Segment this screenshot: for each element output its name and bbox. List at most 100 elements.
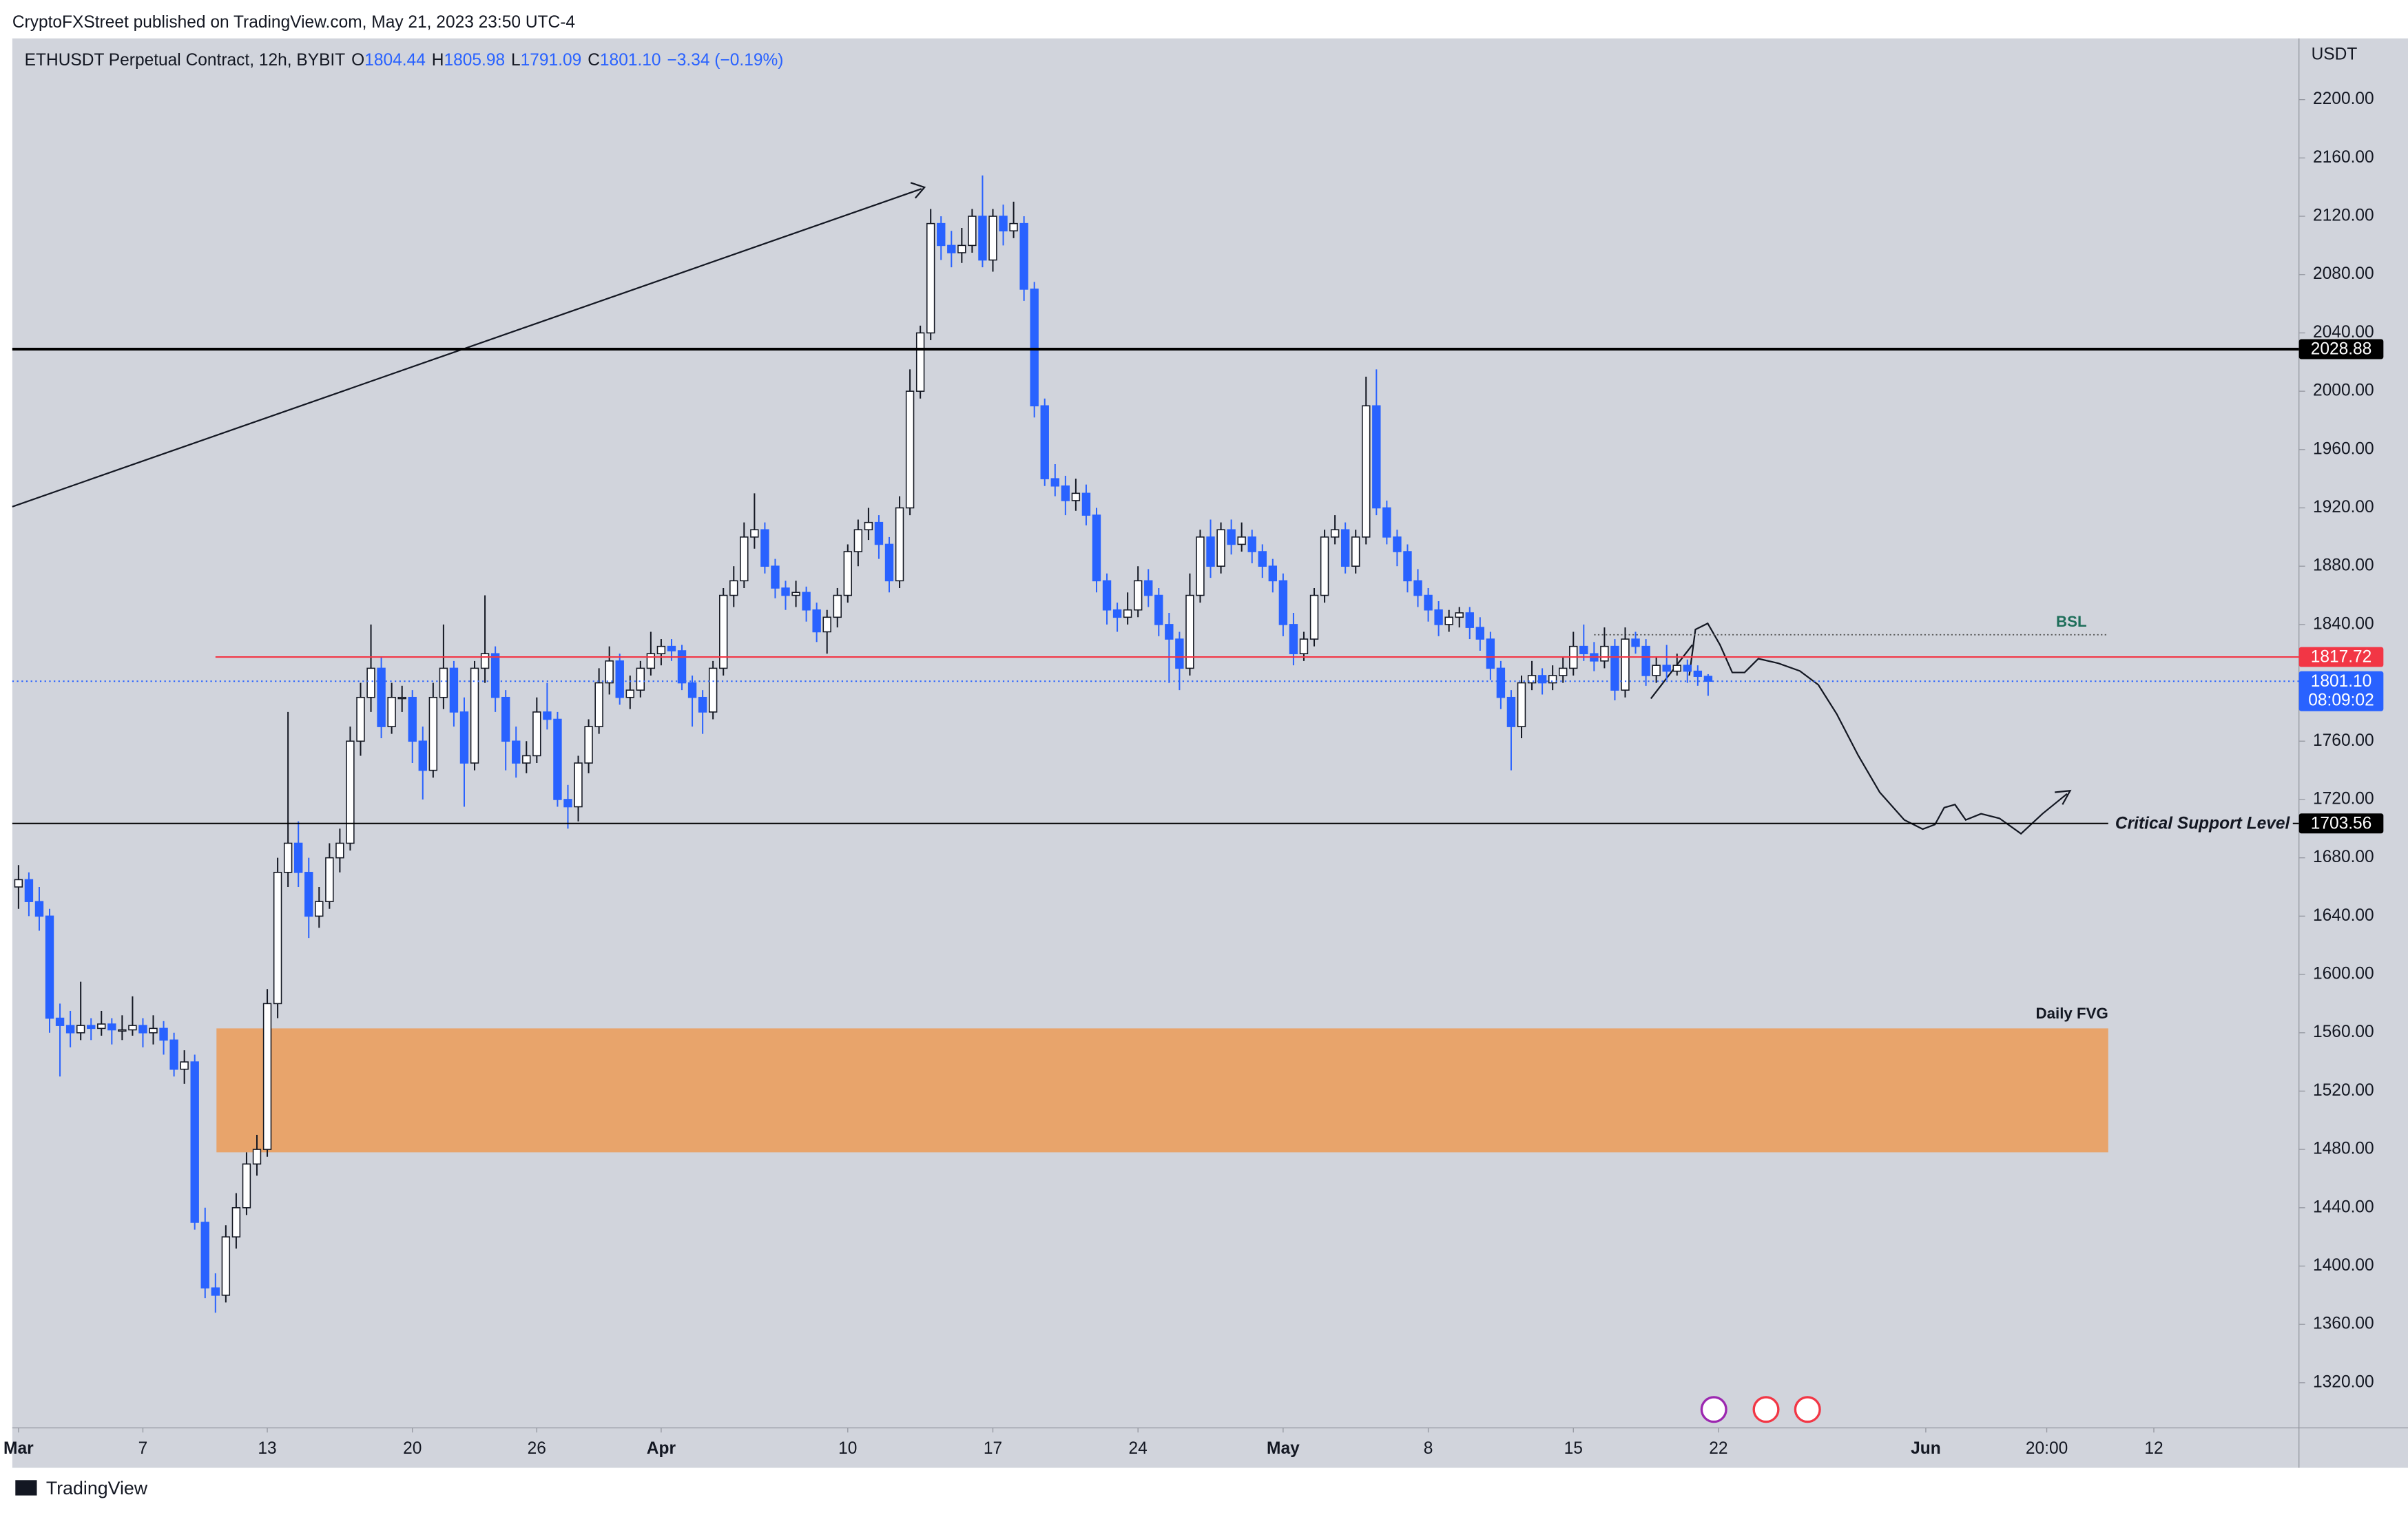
candle-body <box>771 565 780 589</box>
candle-body <box>1506 696 1516 727</box>
candle-body <box>190 1061 199 1223</box>
candle-body <box>1320 536 1329 596</box>
candle-body <box>1009 222 1018 232</box>
candle-body <box>169 1039 178 1070</box>
candle-body <box>1652 665 1661 676</box>
candle-body <box>584 726 593 764</box>
arrow-head <box>910 182 926 199</box>
candle-body <box>428 696 438 771</box>
candle-body <box>1081 492 1091 516</box>
x-tick-label: 8 <box>1424 1439 1433 1458</box>
candle-body <box>687 682 697 698</box>
candle-body <box>750 529 759 538</box>
candle-body <box>853 529 863 552</box>
candle-body <box>822 616 831 633</box>
legend-value: 1801.10 <box>600 52 661 70</box>
legend-change: −3.34 (−0.19%) <box>667 52 783 70</box>
candle-body <box>1434 609 1443 625</box>
candle-body <box>1424 594 1433 611</box>
candle-body <box>574 762 583 808</box>
candle-body <box>180 1061 189 1070</box>
candle-body <box>740 536 749 582</box>
candle-body <box>1092 514 1101 582</box>
y-tick-label: 1360.00 <box>2313 1315 2374 1333</box>
symbol: ETHUSDT Perpetual Contract, 12h, BYBIT <box>25 52 346 70</box>
candle-body <box>501 696 510 742</box>
candle-body <box>1030 289 1039 407</box>
candle-body <box>1372 405 1381 509</box>
x-tick-label: May <box>1267 1439 1300 1458</box>
candle-body <box>14 879 23 888</box>
legend-key: H <box>432 52 444 70</box>
price-tag-label: 1703.56 <box>2311 814 2372 833</box>
arrow-head <box>2055 789 2072 805</box>
y-tick-label: 1640.00 <box>2313 906 2374 925</box>
candle-body <box>397 696 406 700</box>
candle-body <box>1185 594 1194 669</box>
candle-body <box>356 696 365 742</box>
candle-body <box>377 667 386 727</box>
x-tick-label: 26 <box>528 1439 546 1458</box>
candle-body <box>729 580 738 596</box>
candle-body <box>1330 529 1340 538</box>
brand-logo <box>15 1480 37 1496</box>
candle-body <box>418 740 427 771</box>
y-tick-label: 1720.00 <box>2313 789 2374 808</box>
candle-body <box>242 1163 251 1209</box>
candle-body <box>532 711 541 757</box>
candle-body <box>1662 665 1671 672</box>
candle-body <box>1102 580 1112 611</box>
event-icon[interactable] <box>1752 1396 1780 1423</box>
y-tick-label: 2080.00 <box>2313 264 2374 283</box>
candle-body <box>346 740 355 844</box>
candle-body <box>1154 594 1163 625</box>
candle-body <box>1258 551 1267 567</box>
candle-body <box>24 879 34 902</box>
y-tick-label: 2200.00 <box>2313 90 2374 108</box>
candle-body <box>522 755 531 764</box>
y-tick-label: 1760.00 <box>2313 731 2374 750</box>
candle-body <box>884 543 894 582</box>
candle-body <box>1527 675 1537 684</box>
candle-body <box>988 216 997 261</box>
candle-body <box>1351 536 1360 567</box>
candle-body <box>1465 612 1474 628</box>
candle-body <box>781 587 790 596</box>
plot-area <box>12 38 2299 1428</box>
candle-body <box>1309 594 1319 640</box>
candle-body <box>719 594 728 669</box>
candle-body <box>656 645 666 655</box>
candle-body <box>1600 645 1609 662</box>
candle-body <box>874 521 884 545</box>
price-axis-area <box>2298 38 2408 1428</box>
y-tick-label: 1840.00 <box>2313 614 2374 633</box>
byline: CryptoFXStreet published on TradingView.… <box>12 13 575 32</box>
event-icons <box>1700 1396 1821 1423</box>
candle-body <box>636 667 645 691</box>
candle-body <box>1621 638 1630 691</box>
event-icon[interactable] <box>1700 1396 1727 1423</box>
price-tag <box>2298 813 2384 834</box>
x-tick-label: 12 <box>2144 1439 2163 1458</box>
candle-body <box>905 390 915 509</box>
candle-body <box>1040 405 1049 479</box>
candle-body <box>138 1025 147 1034</box>
candle-body <box>65 1025 75 1034</box>
candle-body <box>1196 536 1205 596</box>
candle-body <box>294 842 303 873</box>
candle-body <box>1019 222 1028 290</box>
candle-body <box>1278 580 1288 625</box>
candle-body <box>1475 627 1485 640</box>
x-tick-label: 20:00 <box>2026 1439 2068 1458</box>
candle-body <box>812 609 821 633</box>
candle-body <box>512 740 521 764</box>
event-icon[interactable] <box>1794 1396 1821 1423</box>
brand-name: TradingView <box>46 1478 148 1498</box>
y-tick-label: 1600.00 <box>2313 965 2374 983</box>
candle-body <box>1537 675 1547 684</box>
candle-body <box>304 872 313 917</box>
legend: ETHUSDT Perpetual Contract, 12h, BYBIT O1… <box>25 52 784 70</box>
candle-body <box>1175 638 1184 669</box>
candle-body <box>667 645 676 651</box>
